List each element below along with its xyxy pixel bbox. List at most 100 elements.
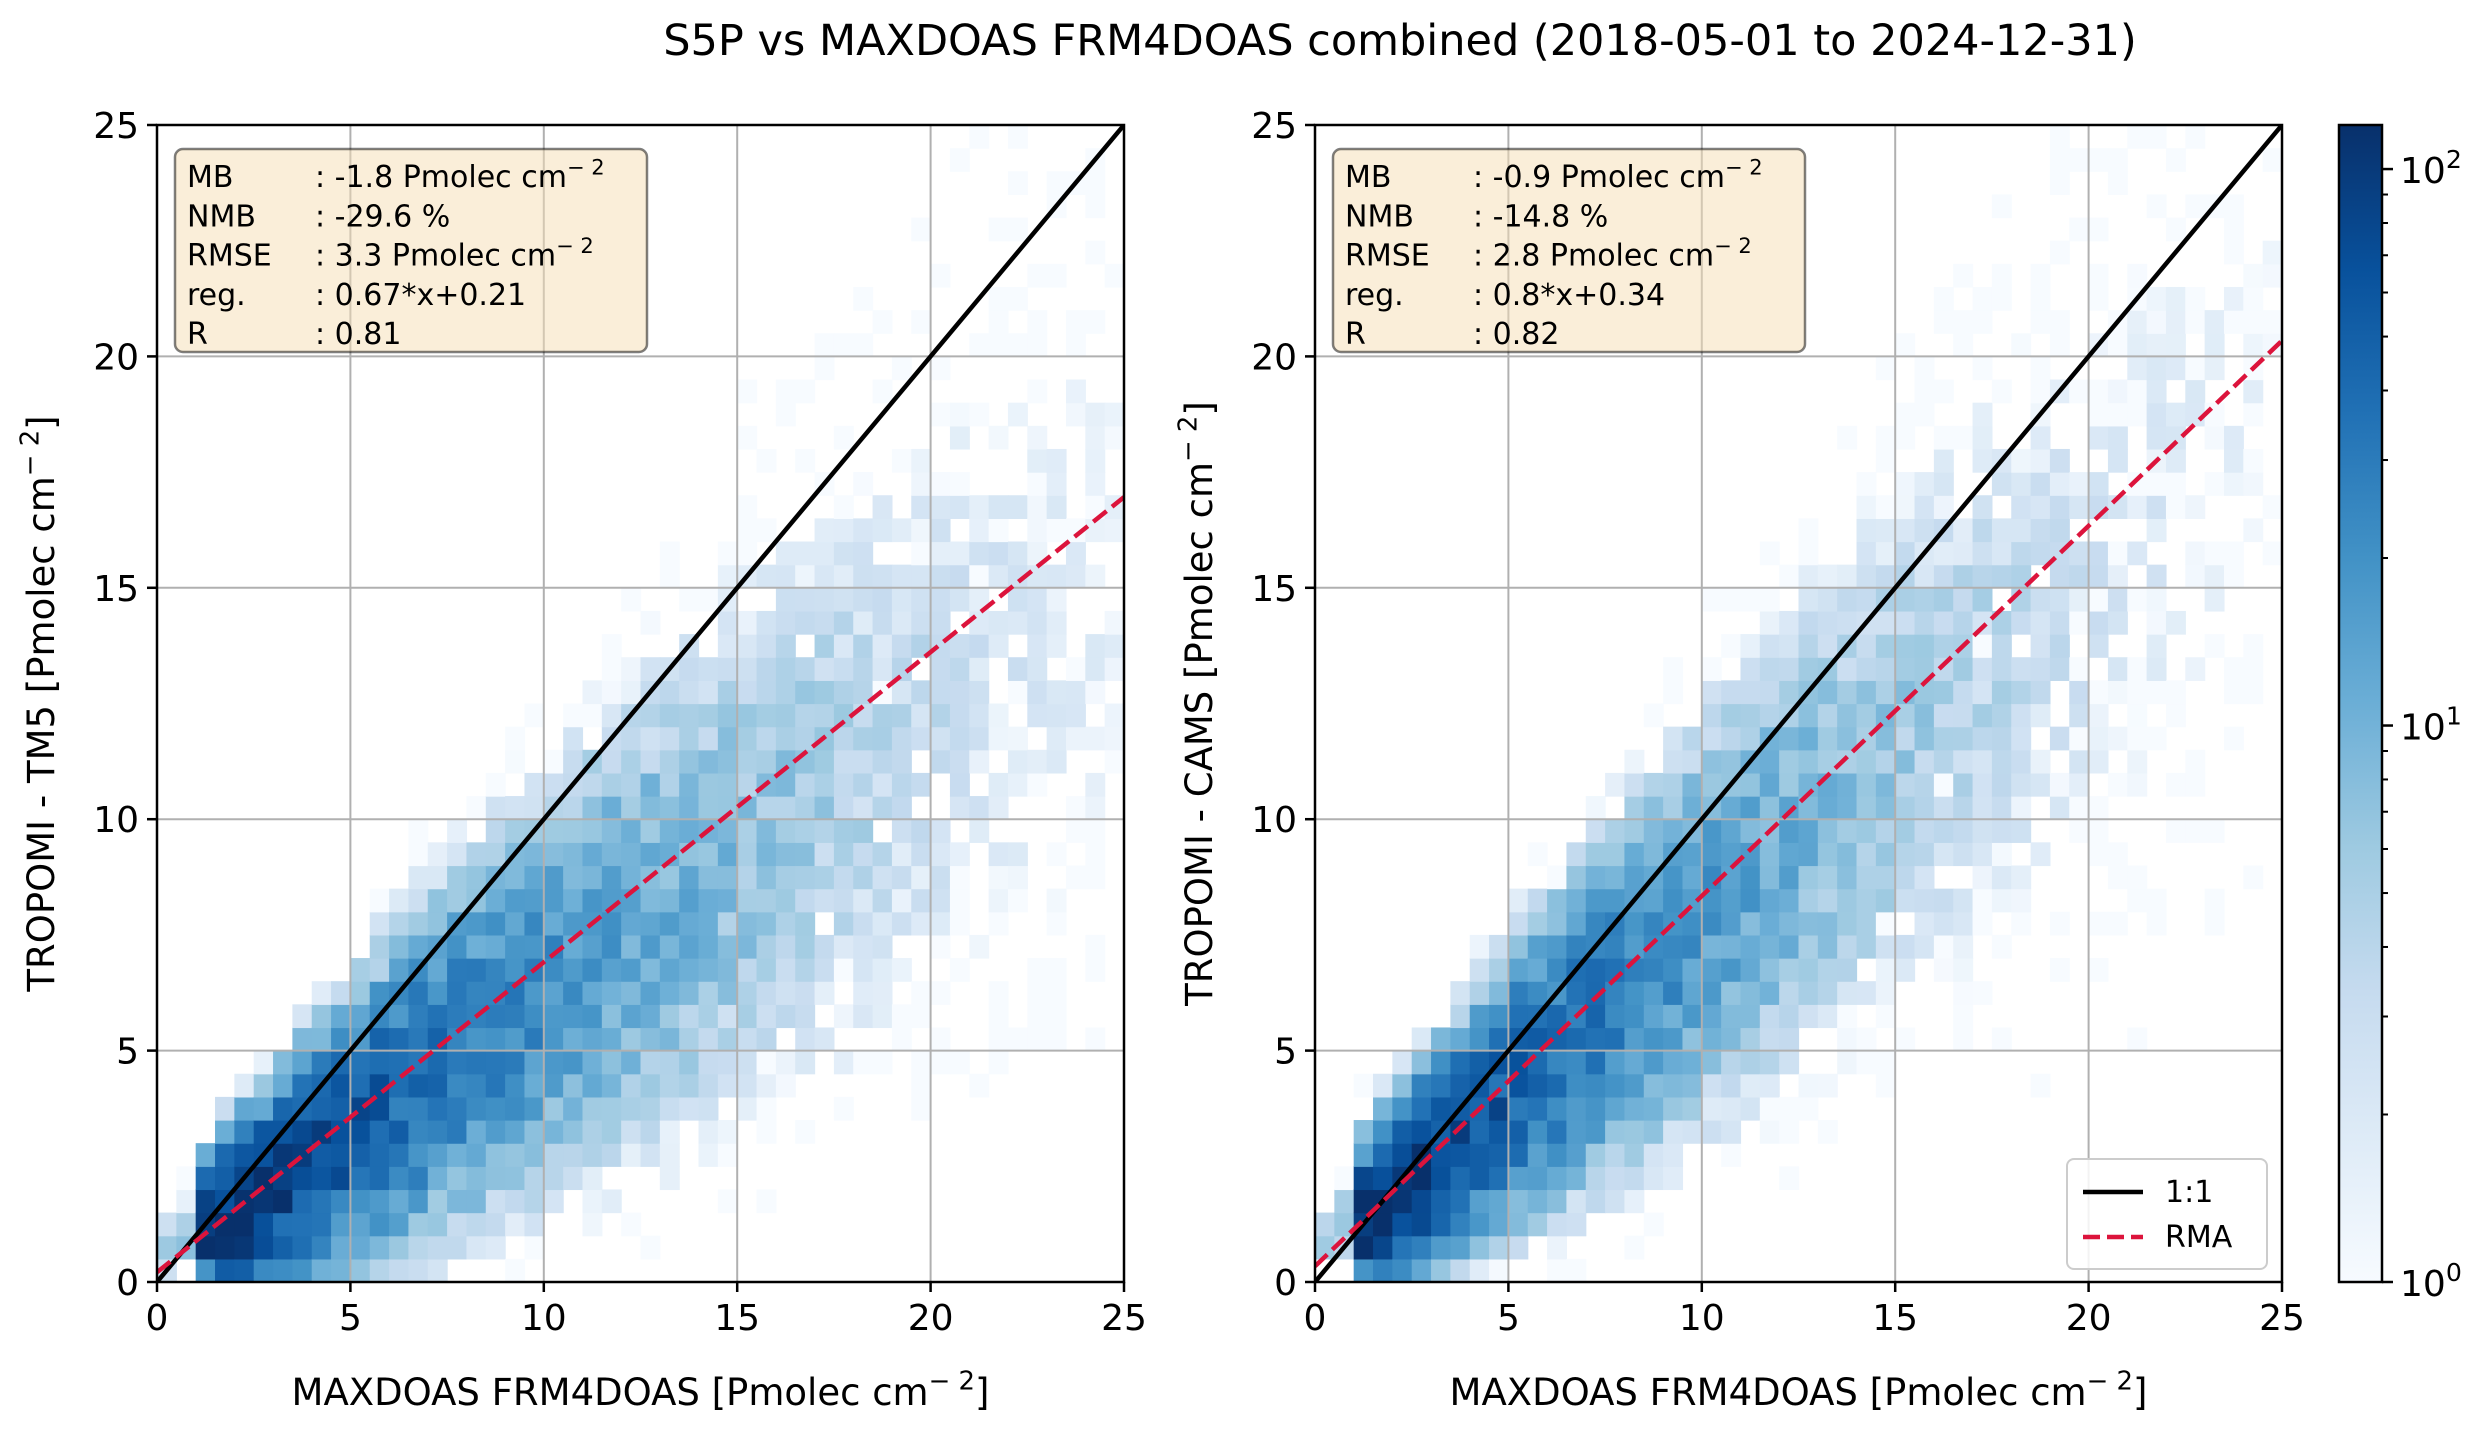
heatmap-cell [1489, 1004, 1509, 1029]
heatmap-cell [1663, 1004, 1684, 1029]
heatmap-cell [1373, 1166, 1393, 1191]
heatmap-cell [1046, 726, 1067, 751]
heatmap-cell [1953, 703, 1974, 728]
heatmap-cell [582, 865, 603, 890]
heatmap-cell [1856, 541, 1877, 566]
heatmap-cell [795, 981, 816, 1005]
heatmap-cell [2011, 541, 2032, 566]
heatmap-cell [1046, 981, 1067, 1005]
heatmap-cell [795, 1120, 816, 1144]
heatmap-cell [969, 610, 990, 635]
heatmap-cell [659, 842, 680, 867]
heatmap-cell [601, 657, 622, 681]
stats-value: : 0.67*x+0.21 [315, 278, 526, 313]
heatmap-cell [621, 1096, 642, 1121]
heatmap-cell [1972, 402, 1993, 427]
heatmap-cell [1046, 495, 1067, 519]
heatmap-cell [1953, 796, 1974, 820]
colorbar-tick-label: 102 [2400, 145, 2462, 192]
heatmap-cell [969, 796, 990, 820]
heatmap-cell [2088, 958, 2109, 982]
heatmap-cell [2262, 148, 2282, 172]
heatmap-cell [1779, 749, 1800, 774]
heatmap-cell [1856, 1050, 1877, 1075]
heatmap-cell [2049, 495, 2070, 519]
heatmap-cell [930, 888, 951, 913]
heatmap-cell [795, 958, 816, 982]
heatmap-cell [563, 796, 584, 820]
heatmap-cell [1007, 125, 1028, 149]
heatmap-cell [563, 726, 584, 751]
heatmap-cell [1991, 541, 2012, 566]
x-tick-label: 15 [1872, 1298, 1918, 1339]
heatmap-cell [2185, 194, 2206, 219]
heatmap-cell [2107, 564, 2128, 589]
heatmap-cell [659, 1027, 680, 1052]
colorbar-frame [2337, 123, 2384, 1284]
heatmap-cell [505, 1120, 526, 1144]
heatmap-cell [543, 842, 564, 867]
heatmap-cell [601, 842, 622, 867]
heatmap-cell [1914, 865, 1935, 890]
heatmap-cell [1895, 587, 1916, 612]
heatmap-cell [1566, 1027, 1587, 1052]
heatmap-cell [350, 1004, 371, 1029]
heatmap-cell [485, 1050, 506, 1075]
heatmap-cell [1779, 934, 1800, 959]
heatmap-cell [1527, 911, 1548, 936]
heatmap-cell [698, 703, 719, 728]
heatmap-cell [659, 1096, 680, 1121]
heatmap-cell [1875, 726, 1896, 751]
heatmap-cell [737, 379, 758, 404]
heatmap-cell [2049, 911, 2070, 936]
heatmap-cell [1837, 981, 1858, 1005]
heatmap-cell [737, 1004, 758, 1029]
heatmap-cell [215, 1166, 235, 1191]
heatmap-cell [737, 634, 758, 658]
heatmap-cell [1469, 934, 1490, 959]
heatmap-cell [814, 772, 835, 797]
heatmap-cell [756, 634, 777, 658]
y-tick-label: 20 [1251, 337, 1297, 378]
heatmap-cell [775, 796, 796, 820]
heatmap-cell [2069, 495, 2090, 519]
heatmap-cell [1663, 772, 1684, 797]
heatmap-cell [1701, 1120, 1722, 1144]
heatmap-cell [311, 1004, 332, 1029]
heatmap-cell [350, 958, 371, 982]
heatmap-cell [292, 1120, 313, 1144]
heatmap-cell [679, 1004, 700, 1029]
heatmap-cell [911, 564, 932, 589]
heatmap-cell [563, 1166, 584, 1191]
heatmap-cell [466, 911, 487, 936]
heatmap-cell [1624, 1073, 1645, 1098]
heatmap-cell [1875, 796, 1896, 820]
heatmap-cell [969, 749, 990, 774]
heatmap-cell [1566, 1120, 1587, 1144]
heatmap-cell [2223, 194, 2244, 219]
heatmap-cell [659, 1004, 680, 1029]
heatmap-cell [1972, 772, 1993, 797]
heatmap-cell [2049, 657, 2070, 681]
heatmap-cell [969, 333, 990, 357]
heatmap-cell [621, 911, 642, 936]
heatmap-cell [1085, 1027, 1106, 1052]
heatmap-cell [1856, 518, 1877, 543]
heatmap-cell [2127, 865, 2148, 890]
heatmap-cell [2107, 379, 2128, 404]
heatmap-cell [1527, 888, 1548, 913]
heatmap-cell [524, 1073, 545, 1098]
heatmap-cell [1085, 564, 1106, 589]
heatmap-cell [2107, 587, 2128, 612]
heatmap-cell [447, 1004, 468, 1029]
heatmap-cell [273, 1143, 293, 1167]
heatmap-cell [408, 1235, 429, 1260]
heatmap-cell [911, 981, 932, 1005]
heatmap-cell [1682, 726, 1703, 751]
heatmap-cell [930, 703, 951, 728]
heatmap-cell [543, 1073, 564, 1098]
heatmap-cell [717, 796, 738, 820]
heatmap-cell [2030, 472, 2051, 496]
heatmap-cell [1817, 865, 1838, 890]
heatmap-cell [1489, 1027, 1509, 1052]
